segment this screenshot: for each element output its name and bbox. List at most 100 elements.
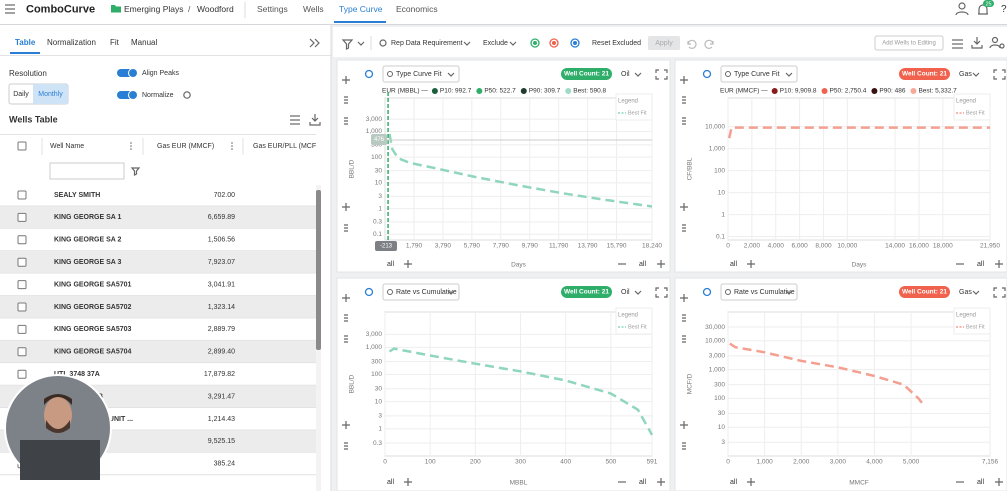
expand-icon[interactable] [993,69,1006,80]
expand-icon[interactable] [655,287,668,298]
nav-tab-active[interactable]: Type Curve [339,4,383,14]
nav-tab[interactable]: Settings [257,4,288,14]
fit-mode-dropdown[interactable] [720,283,798,301]
sliders-icon[interactable] [952,39,963,49]
nav-tab[interactable]: Wells [303,4,324,14]
axis-icon[interactable] [682,335,686,343]
filter-icon[interactable] [130,167,141,176]
axis-icon[interactable] [344,442,348,450]
table-row[interactable] [0,296,316,318]
collapse-icon[interactable] [309,38,320,48]
settings-icon[interactable] [364,287,374,297]
axis-icon[interactable] [682,314,686,322]
zoom-in-icon[interactable] [342,203,350,211]
checkbox[interactable] [17,280,27,290]
zoom-in-icon[interactable] [680,76,688,84]
zoom-in-icon[interactable] [342,421,350,429]
reset-excluded-button[interactable]: Reset Excluded [592,40,641,47]
table-row[interactable] [0,228,316,251]
user-settings-icon[interactable] [989,36,1005,49]
tab[interactable]: Fit [110,38,120,47]
filter-icon[interactable] [341,39,354,50]
column-header[interactable]: Gas EUR (MMCF) [157,143,214,150]
app-name[interactable]: ComboCurve [26,3,95,15]
table-row[interactable] [0,273,316,296]
axis-icon[interactable] [344,314,348,322]
table-row[interactable] [0,340,316,363]
zoom-all[interactable]: all [639,261,646,268]
zoom-all[interactable]: all [977,479,984,486]
tab[interactable]: Normalization [47,38,96,47]
phase-dropdown[interactable]: Oil [621,289,630,296]
zoom-all[interactable]: all [977,261,984,268]
tab-active[interactable]: Table [15,38,36,47]
radio-blue[interactable] [570,38,580,48]
axis-icon[interactable] [682,117,686,125]
apply-button[interactable] [648,36,680,50]
checkbox[interactable] [17,302,27,312]
phase-dropdown[interactable]: Gas [959,71,972,78]
zoom-all[interactable]: all [730,261,737,268]
column-header[interactable]: Well Name [50,143,84,150]
zoom-in-icon[interactable] [657,260,665,268]
caret[interactable] [357,41,365,46]
settings-icon[interactable] [702,287,712,297]
add-wells-button[interactable] [874,35,944,51]
tab[interactable]: Manual [131,38,157,47]
table-row[interactable] [0,318,316,341]
axis-icon[interactable] [682,96,686,104]
nav-tab[interactable]: Economics [396,4,438,14]
download-icon[interactable] [971,37,983,49]
redo-icon[interactable] [704,39,714,49]
zoom-in-icon[interactable] [995,478,1003,486]
zoom-in-icon[interactable] [680,294,688,302]
settings-icon[interactable] [702,69,712,79]
download-icon[interactable] [309,114,321,126]
zoom-in-icon[interactable] [342,294,350,302]
fit-mode-dropdown[interactable] [720,65,798,83]
zoom-in-icon[interactable] [342,76,350,84]
rep-data-dropdown[interactable]: Rep Data Requirement [391,40,463,47]
checkbox[interactable] [17,190,27,200]
help-icon[interactable]: ? [1001,4,1007,15]
zoom-in-icon[interactable] [995,260,1003,268]
zoom-all[interactable]: all [730,479,737,486]
filter-input[interactable] [49,162,125,180]
axis-icon[interactable] [682,224,686,232]
project-name[interactable]: Emerging Plays [124,4,184,14]
exclude-dropdown[interactable]: Exclude [483,40,508,47]
checkbox[interactable] [17,235,27,245]
checkbox[interactable] [17,324,27,334]
column-menu[interactable] [130,142,233,150]
undo-icon[interactable] [687,39,697,49]
zoom-in-icon[interactable] [747,478,755,486]
menu-icon[interactable] [5,4,15,14]
phase-dropdown[interactable]: Oil [621,71,630,78]
zoom-in-icon[interactable] [404,260,412,268]
scrollbar-thumb[interactable] [316,190,321,350]
checkbox[interactable] [17,212,27,222]
axis-icon[interactable] [344,96,348,104]
fit-mode-dropdown[interactable] [382,65,460,83]
settings-icon[interactable] [364,69,374,79]
axis-icon[interactable] [344,335,348,343]
zoom-in-icon[interactable] [747,260,755,268]
axis-icon[interactable] [682,442,686,450]
phase-dropdown[interactable]: Gas [959,289,972,296]
resolution-option[interactable]: Monthly [38,91,63,98]
expand-icon[interactable] [993,287,1006,298]
expand-icon[interactable] [655,69,668,80]
axis-icon[interactable] [344,224,348,232]
table-row[interactable] [0,251,316,274]
item-name[interactable]: Woodford [197,4,234,14]
user-icon[interactable] [955,2,969,16]
checkbox[interactable] [17,141,27,151]
radio-green[interactable] [530,38,540,48]
table-row[interactable] [0,184,316,206]
checkbox[interactable] [17,347,27,357]
zoom-in-icon[interactable] [680,421,688,429]
zoom-all[interactable]: all [639,479,646,486]
list-icon[interactable] [290,115,300,125]
zoom-in-icon[interactable] [657,478,665,486]
zoom-all[interactable]: all [387,479,394,486]
